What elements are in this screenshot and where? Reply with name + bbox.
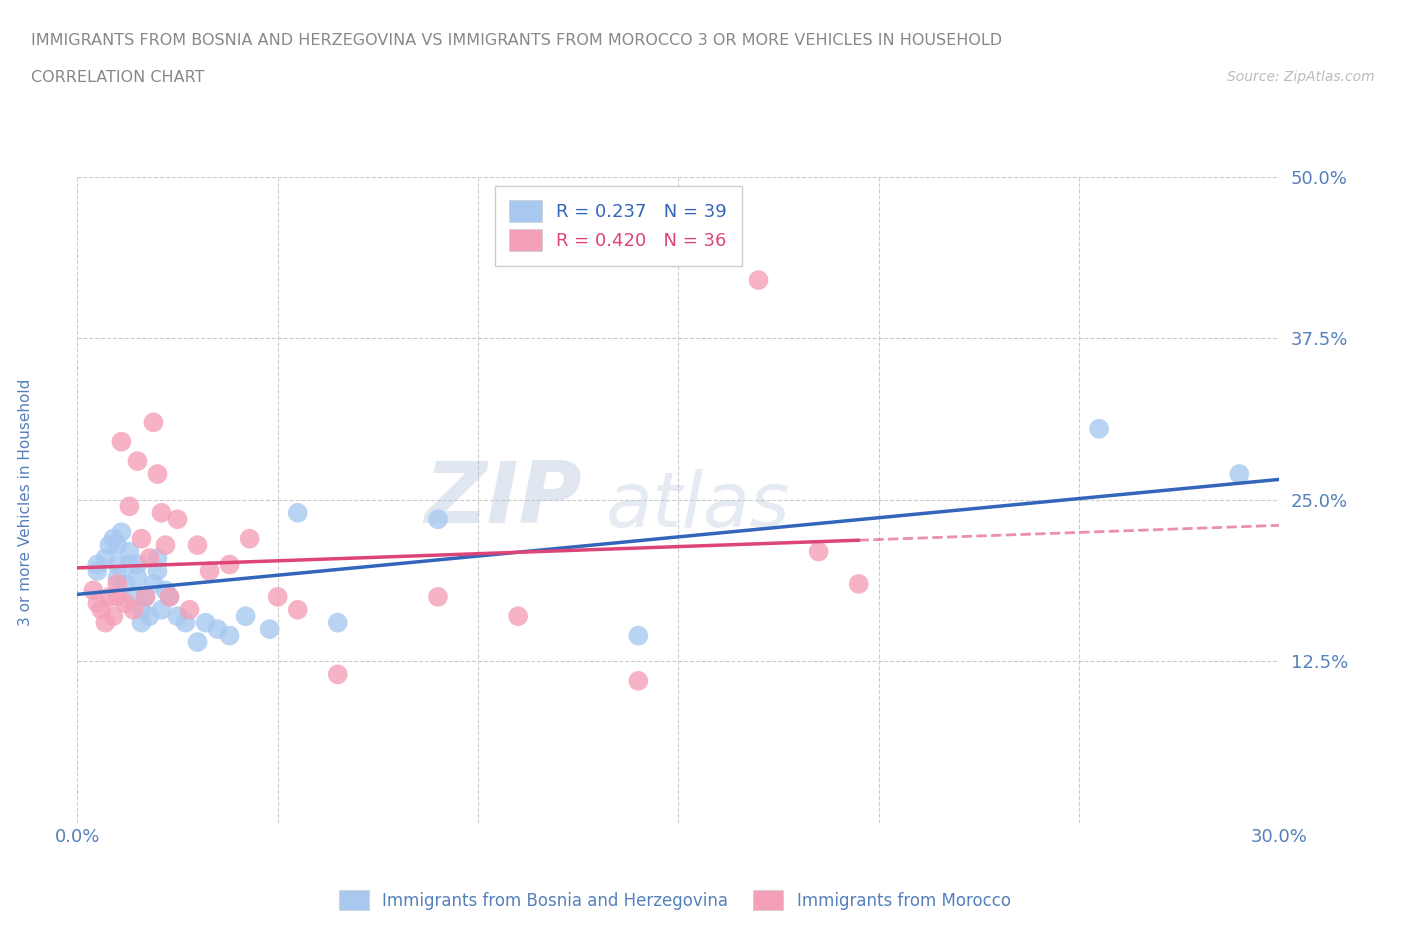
Point bbox=[134, 590, 156, 604]
Point bbox=[326, 667, 349, 682]
Point bbox=[326, 616, 349, 631]
Point bbox=[86, 564, 108, 578]
Point bbox=[122, 590, 145, 604]
Point bbox=[1088, 421, 1111, 436]
Text: 3 or more Vehicles in Household: 3 or more Vehicles in Household bbox=[18, 379, 32, 626]
Point bbox=[218, 557, 240, 572]
Point bbox=[82, 583, 104, 598]
Point bbox=[103, 609, 125, 624]
Point bbox=[138, 609, 160, 624]
Point bbox=[131, 616, 153, 631]
Point bbox=[131, 603, 153, 618]
Point bbox=[748, 272, 770, 287]
Point bbox=[159, 590, 181, 604]
Point bbox=[427, 590, 450, 604]
Point bbox=[198, 564, 221, 578]
Point bbox=[174, 616, 197, 631]
Point bbox=[127, 557, 149, 572]
Point bbox=[94, 551, 117, 565]
Point bbox=[114, 596, 136, 611]
Point bbox=[287, 603, 309, 618]
Point bbox=[142, 415, 165, 430]
Point bbox=[118, 544, 141, 559]
Point bbox=[186, 538, 209, 552]
Point bbox=[848, 577, 870, 591]
Point bbox=[166, 512, 188, 526]
Point bbox=[207, 622, 229, 637]
Point bbox=[94, 616, 117, 631]
Point bbox=[86, 557, 108, 572]
Legend: R = 0.237   N = 39, R = 0.420   N = 36: R = 0.237 N = 39, R = 0.420 N = 36 bbox=[495, 186, 741, 266]
Point bbox=[142, 577, 165, 591]
Point bbox=[98, 590, 121, 604]
Point bbox=[107, 590, 129, 604]
Legend: Immigrants from Bosnia and Herzegovina, Immigrants from Morocco: Immigrants from Bosnia and Herzegovina, … bbox=[332, 884, 1018, 917]
Point bbox=[218, 628, 240, 643]
Point bbox=[179, 603, 201, 618]
Point bbox=[86, 596, 108, 611]
Point bbox=[186, 634, 209, 649]
Text: Source: ZipAtlas.com: Source: ZipAtlas.com bbox=[1227, 70, 1375, 84]
Text: ZIP: ZIP bbox=[425, 458, 582, 541]
Point bbox=[627, 628, 650, 643]
Point bbox=[98, 538, 121, 552]
Point bbox=[103, 531, 125, 546]
Text: IMMIGRANTS FROM BOSNIA AND HERZEGOVINA VS IMMIGRANTS FROM MOROCCO 3 OR MORE VEHI: IMMIGRANTS FROM BOSNIA AND HERZEGOVINA V… bbox=[31, 33, 1002, 47]
Point bbox=[146, 551, 169, 565]
Point bbox=[146, 564, 169, 578]
Point bbox=[150, 505, 173, 520]
Point bbox=[107, 570, 129, 585]
Point bbox=[122, 603, 145, 618]
Point bbox=[1229, 467, 1251, 482]
Point bbox=[155, 583, 177, 598]
Point bbox=[239, 531, 262, 546]
Point bbox=[259, 622, 281, 637]
Point bbox=[194, 616, 217, 631]
Point bbox=[127, 454, 149, 469]
Point bbox=[127, 570, 149, 585]
Text: CORRELATION CHART: CORRELATION CHART bbox=[31, 70, 204, 85]
Point bbox=[155, 538, 177, 552]
Point bbox=[627, 673, 650, 688]
Point bbox=[131, 531, 153, 546]
Point bbox=[134, 590, 156, 604]
Text: atlas: atlas bbox=[606, 470, 790, 543]
Point bbox=[287, 505, 309, 520]
Point bbox=[159, 590, 181, 604]
Point bbox=[807, 544, 830, 559]
Point bbox=[150, 603, 173, 618]
Point bbox=[267, 590, 290, 604]
Point bbox=[90, 603, 112, 618]
Point bbox=[138, 551, 160, 565]
Point bbox=[146, 467, 169, 482]
Point bbox=[110, 434, 132, 449]
Point bbox=[427, 512, 450, 526]
Point bbox=[107, 538, 129, 552]
Point bbox=[508, 609, 530, 624]
Point bbox=[235, 609, 257, 624]
Point bbox=[118, 498, 141, 513]
Point bbox=[166, 609, 188, 624]
Point bbox=[114, 577, 136, 591]
Point bbox=[118, 557, 141, 572]
Point bbox=[107, 557, 129, 572]
Point bbox=[107, 577, 129, 591]
Point bbox=[110, 525, 132, 539]
